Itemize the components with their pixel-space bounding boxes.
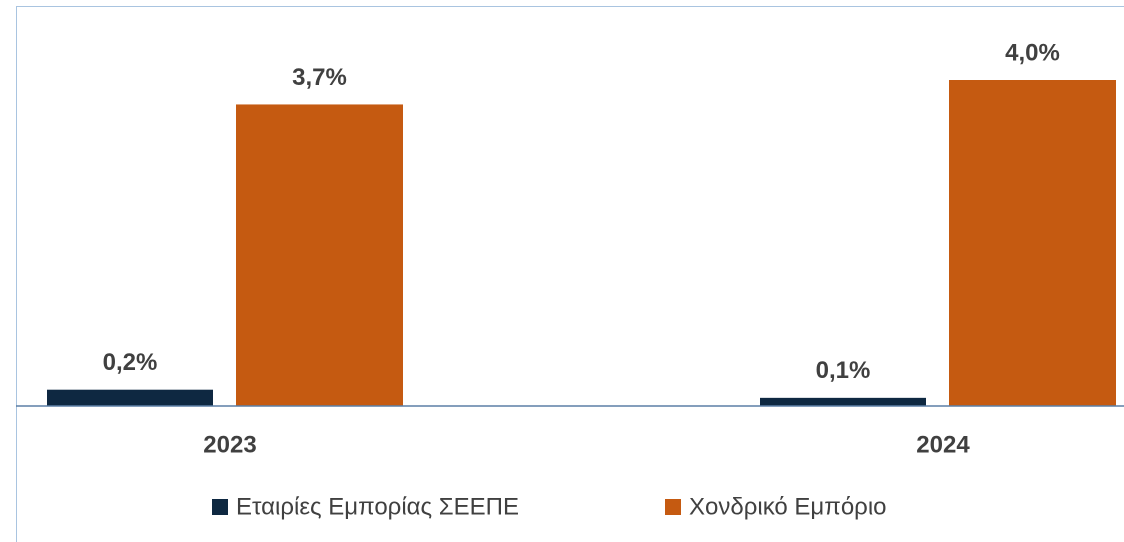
data-label: 3,7% [292,64,347,91]
legend-swatch [665,499,681,515]
bar [949,80,1116,406]
data-label: 0,1% [816,357,871,384]
bar [47,389,213,406]
legend-swatch [212,499,228,515]
bar [236,104,403,406]
data-label: 0,2% [103,349,158,376]
legend-label: Χονδρικό Εμπόριο [689,493,887,520]
chart-border [16,6,1124,542]
bar [760,397,926,406]
x-tick-label: 2024 [916,431,970,458]
x-tick-label: 2023 [203,431,256,458]
legend-label: Εταιρίες Εμπορίας ΣΕΕΠΕ [236,493,519,520]
data-label: 4,0% [1005,39,1060,66]
